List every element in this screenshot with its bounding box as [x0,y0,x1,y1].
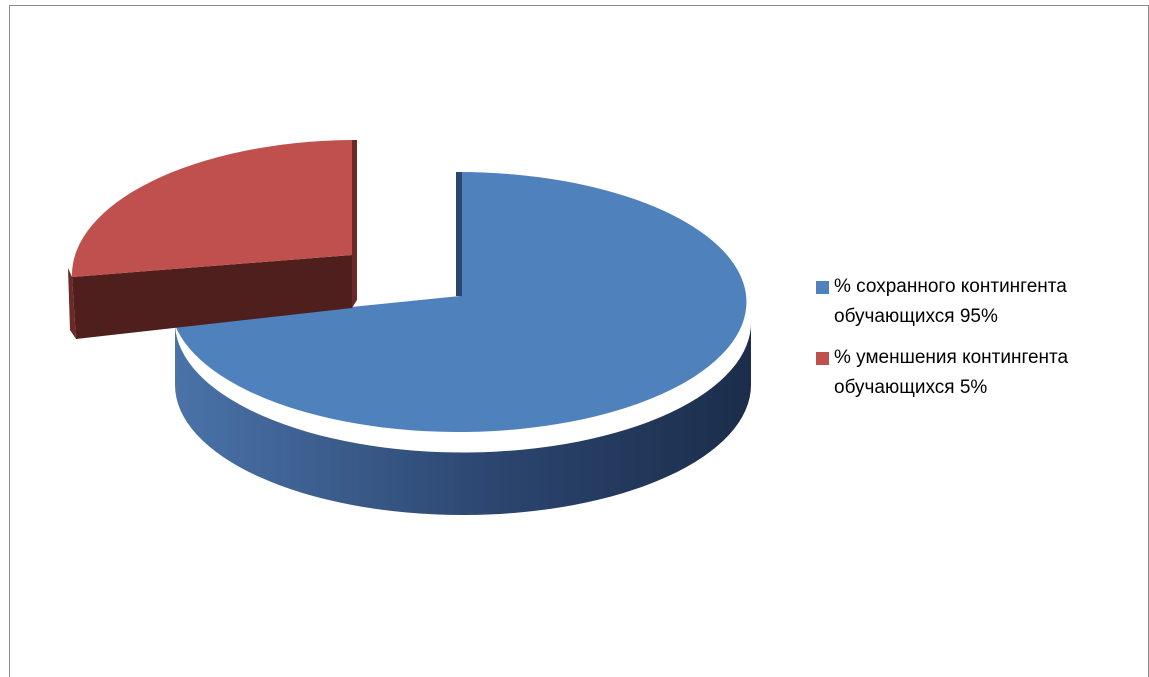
legend: % сохранного контингента обучающихся 95%… [816,272,1146,414]
legend-swatch-blue [816,281,829,294]
legend-item: % сохранного контингента обучающихся 95% [816,272,1146,332]
legend-label: % уменшения контингента обучающихся 5% [834,347,1069,398]
pie-slice-1-side-front [72,255,352,339]
pie-slice-0 [175,172,747,432]
legend-label: % сохранного контингента обучающихся 95% [834,276,1067,327]
pie-slice-1 [71,140,352,277]
legend-swatch-red [816,352,829,365]
pie-slice-1-side-left [68,268,76,339]
pie-slice-1-side-right [352,140,357,308]
legend-item: % уменшения контингента обучающихся 5% [816,343,1146,403]
pie-slice-0-side [175,320,752,515]
